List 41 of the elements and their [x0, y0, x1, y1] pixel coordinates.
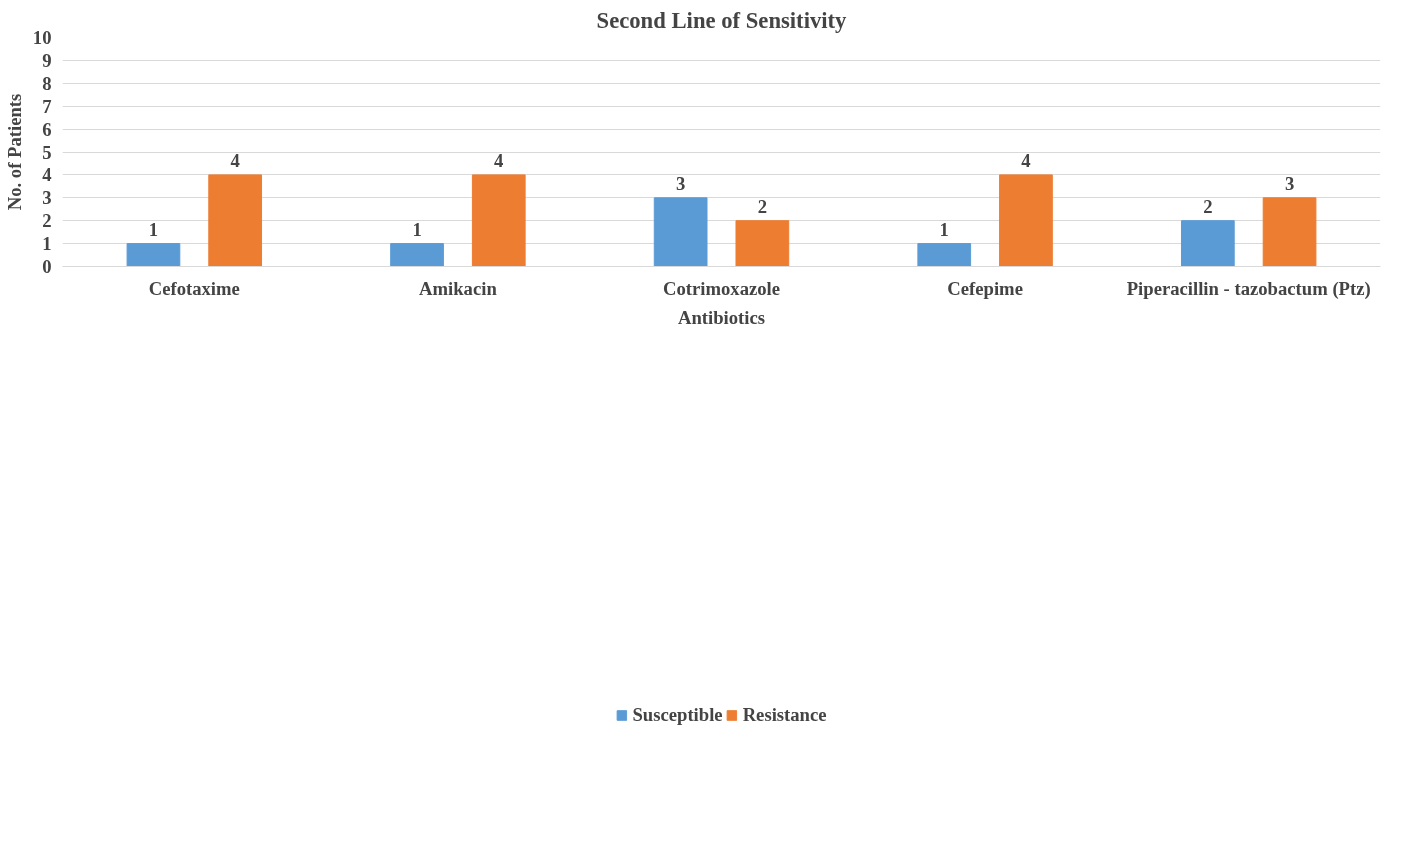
bar: [917, 243, 972, 267]
y-tick-label: 2: [42, 210, 52, 232]
bar: [653, 197, 708, 267]
y-tick-label: 9: [42, 49, 52, 71]
x-tick-label: Cefotaxime: [148, 277, 240, 299]
x-tick-label: Cotrimoxazole: [662, 277, 781, 299]
bar: [999, 174, 1053, 267]
legend-label: Resistance: [742, 703, 827, 726]
y-tick-label: 10: [32, 27, 52, 48]
data-label: 4: [494, 149, 504, 171]
chart-title: Second Line of Sensitivity: [596, 7, 848, 33]
x-tick-label: Piperacillin - tazobactum (Ptz): [1126, 277, 1371, 300]
data-label: 3: [1284, 172, 1295, 194]
data-label: 1: [412, 218, 422, 240]
data-label: 3: [675, 172, 686, 194]
data-label: 1: [148, 218, 159, 240]
bar: [208, 174, 263, 267]
y-tick-label: 0: [42, 256, 52, 277]
data-label: 4: [1021, 149, 1031, 171]
x-tick-label: Amikacin: [419, 277, 498, 299]
y-tick-label: 5: [42, 141, 52, 163]
data-label: 4: [230, 149, 240, 171]
bar: [1180, 220, 1235, 267]
y-tick-label: 6: [42, 118, 52, 140]
y-tick-label: 3: [42, 187, 52, 209]
y-tick-label: 7: [42, 95, 52, 117]
y-axis-title: No. of Patients: [3, 93, 25, 211]
bar: [735, 220, 790, 267]
bar: [126, 243, 181, 267]
x-axis-title: Antibiotics: [677, 306, 766, 328]
bar: [390, 243, 444, 267]
bar: [471, 174, 526, 267]
y-tick-label: 4: [42, 164, 52, 186]
data-label: 2: [757, 195, 768, 217]
data-label: 1: [939, 218, 949, 240]
data-label: 2: [1203, 195, 1213, 217]
y-tick-label: 8: [42, 72, 52, 94]
bar: [1262, 197, 1317, 267]
legend-label: Susceptible: [632, 703, 723, 726]
y-tick-label: 1: [42, 233, 52, 255]
x-tick-label: Cefepime: [947, 277, 1023, 299]
